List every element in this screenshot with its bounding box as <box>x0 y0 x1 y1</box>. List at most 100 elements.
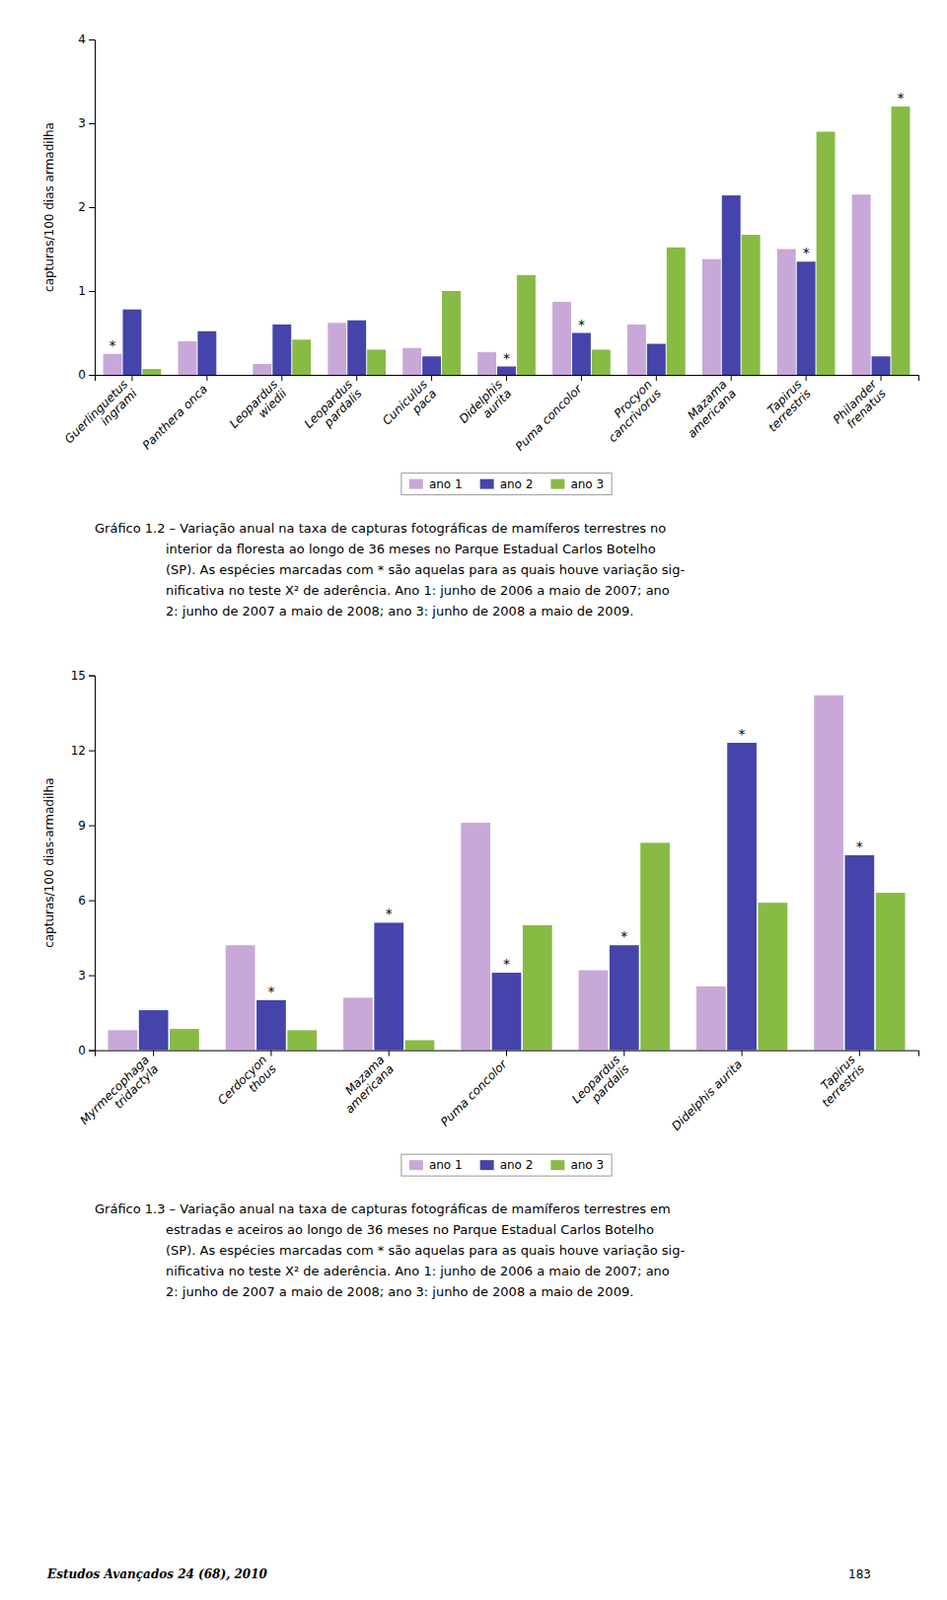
bar <box>872 356 891 375</box>
caption: nificativa no teste X² de aderência. Ano… <box>165 1263 670 1279</box>
bar <box>552 301 572 375</box>
legend-frame <box>401 1154 612 1176</box>
tick: 3 <box>77 116 95 131</box>
caption: 2: junho de 2007 a maio de 2008; ano 3: … <box>165 1284 634 1300</box>
tick-mark <box>88 825 95 827</box>
tick: Myrmecophagatridactyla <box>76 1050 161 1137</box>
tick-mark <box>88 975 95 977</box>
tick-label: Philanderfrenatus <box>830 376 890 437</box>
tick-label: Panthera onca <box>140 381 211 452</box>
axis-title: capturas/100 dias armadilha <box>42 122 57 292</box>
tick: 9 <box>77 818 95 833</box>
bar <box>139 1010 169 1051</box>
tick-mark <box>88 39 95 41</box>
tick-label: Leoparduspardalis <box>301 377 365 441</box>
chart: 01234GuerlinguetusingramiPanthera oncaLe… <box>42 32 920 618</box>
x-axis: MyrmecophagatridactylaCerdocyonthousMaza… <box>76 1050 919 1137</box>
tick-label: Guerlinguetusingrami <box>62 376 142 456</box>
tick-mark <box>655 374 657 381</box>
bar <box>402 348 422 375</box>
bar <box>497 366 516 376</box>
annotation: * <box>856 838 864 855</box>
tick: 4 <box>77 32 95 47</box>
bar <box>272 324 292 375</box>
bar <box>460 822 491 1051</box>
tick: Philanderfrenatus <box>830 374 890 437</box>
bar <box>291 339 311 375</box>
tick: Procyoncancrivorus <box>596 374 664 445</box>
tick: Leoparduspardalis <box>569 1050 633 1116</box>
tick: 0 <box>77 1043 95 1058</box>
tick-mark <box>431 374 433 381</box>
tick-label: 2 <box>77 200 86 215</box>
annotation: * <box>802 244 810 261</box>
caption: interior da floresta ao longo de 36 mese… <box>165 541 656 557</box>
bar <box>572 333 591 376</box>
tick-label: Myrmecophagatridactyla <box>76 1052 161 1137</box>
tick-label: 9 <box>77 818 86 833</box>
tick-mark <box>88 123 95 125</box>
annotation: * <box>620 928 628 945</box>
x-axis: GuerlinguetusingramiPanthera onca Leopard… <box>62 374 920 456</box>
tick: 0 <box>77 367 95 382</box>
legend-label: ano 2 <box>500 477 534 492</box>
tick: Puma concolor <box>512 374 585 454</box>
annotation: * <box>578 316 585 333</box>
bar <box>640 842 670 1050</box>
bar <box>287 1029 317 1050</box>
annotation: * <box>503 350 510 366</box>
bar <box>516 275 536 375</box>
bar <box>609 945 640 1050</box>
tick-label: 0 <box>77 1043 86 1058</box>
tick-mark <box>388 1050 390 1057</box>
bar <box>813 695 844 1051</box>
tick: 12 <box>71 743 95 758</box>
legend-swatch <box>550 479 565 490</box>
bars <box>107 695 905 1051</box>
chart: 03691215MyrmecophagatridactylaCerdocyont… <box>42 668 920 1300</box>
bar <box>225 945 256 1050</box>
footer: Estudos Avançados 24 (68), 2010 <box>46 1567 269 1582</box>
y-axis: 01234 <box>77 32 95 382</box>
legend-swatch <box>409 1160 424 1170</box>
bar <box>107 1029 138 1050</box>
tick-label: Leoparduspardalis <box>569 1052 633 1116</box>
bar <box>875 892 906 1051</box>
tick-mark <box>88 207 95 209</box>
bar <box>852 194 872 375</box>
tick-label: Cerdocyonthous <box>215 1052 280 1117</box>
tick-label: Procyoncancrivorus <box>596 377 664 445</box>
bar <box>741 234 761 375</box>
tick-mark <box>730 374 732 381</box>
tick-mark <box>506 374 508 381</box>
bar <box>722 195 741 375</box>
tick-label: Didelphis aurita <box>668 1057 745 1134</box>
tick-mark <box>623 1050 625 1057</box>
tick: Leoparduspardalis <box>301 374 365 440</box>
axis-line <box>88 40 96 376</box>
legend-label: ano 3 <box>570 1158 604 1172</box>
bar <box>727 742 757 1051</box>
bar <box>177 341 197 375</box>
tick-label: Mazamaamericana <box>675 377 739 441</box>
bar <box>890 106 910 375</box>
caption: 2: junho de 2007 a maio de 2008; ano 3: … <box>165 603 634 619</box>
annotation: * <box>896 89 904 106</box>
bar <box>579 970 609 1051</box>
bar <box>441 291 461 375</box>
annotation: * <box>267 983 275 1000</box>
tick-label: Cuniculuspaca <box>379 377 439 438</box>
tick-mark <box>88 291 95 292</box>
bar <box>373 922 404 1050</box>
axis-line <box>88 675 96 1051</box>
tick: 15 <box>71 668 95 683</box>
tick: Panthera onca <box>140 374 211 453</box>
bar <box>816 132 836 376</box>
tick-label: Tapirusterrestris <box>809 1052 868 1110</box>
y-axis: 03691215 <box>71 668 96 1058</box>
legend-swatch <box>480 1160 495 1170</box>
tick: Guerlinguetusingrami <box>62 374 142 456</box>
bar <box>647 344 666 375</box>
tick-label: 3 <box>77 968 86 983</box>
tick-mark <box>270 1050 272 1057</box>
